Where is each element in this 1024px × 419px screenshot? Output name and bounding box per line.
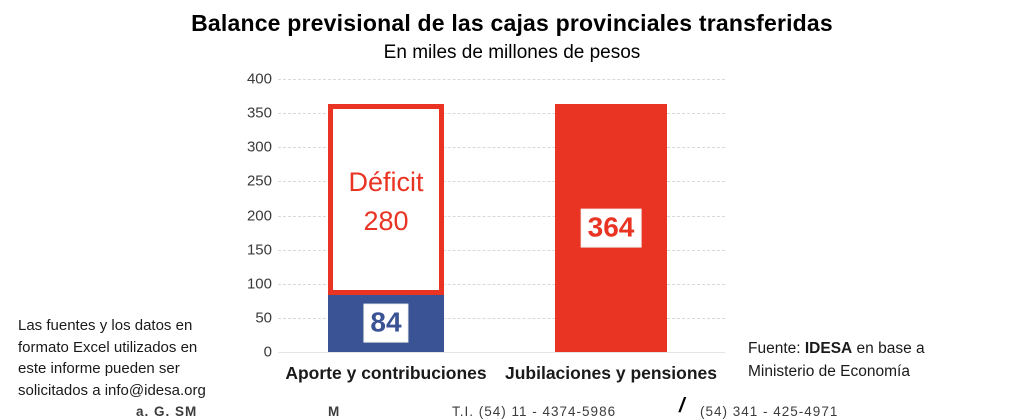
chart-subtitle: En miles de millones de pesos (383, 42, 641, 63)
x-axis-label-jubilaciones-y-pensiones: Jubilaciones y pensiones (504, 363, 718, 383)
y-tick-label-150: 150 (246, 241, 272, 259)
gridline-300 (278, 147, 725, 149)
source-line-2: Ministerio de Economía (748, 363, 910, 380)
note-line: este informe pueden ser (18, 360, 180, 377)
bar-jubilaciones-y-pensiones: 364 (555, 79, 667, 352)
note-line: Las fuentes y los datos en (18, 317, 193, 334)
source-brand: IDESA (804, 340, 853, 357)
footer-cutoff-fragment: a. G. SM (136, 404, 198, 419)
deficit-label-line: Déficit (348, 167, 424, 198)
y-tick-label-250: 250 (246, 172, 272, 190)
bar-chart-plot-area: 84 Déficit 280 364 (278, 79, 725, 353)
gridline-250 (278, 181, 725, 183)
chart-title: Balance previsional de las cajas provinc… (191, 10, 833, 36)
bar-segment-deficit: Déficit 280 (328, 103, 444, 295)
y-tick-label-300: 300 (246, 138, 272, 156)
y-tick-label-0: 0 (263, 343, 272, 361)
footer-cutoff-fragment: T.I. (54) 11 - 4374-5986 (452, 404, 617, 419)
gridline-0 (278, 352, 725, 353)
y-tick-label-100: 100 (246, 275, 272, 293)
y-tick-label-200: 200 (246, 207, 272, 224)
bar-segment-jubilaciones-y-pensiones: 364 (555, 103, 667, 352)
gridline-200 (278, 215, 725, 217)
footer-cutoff-fragment: M (328, 404, 341, 419)
deficit-label-line: 280 (363, 206, 409, 237)
value-label-jubilaciones-y-pensiones: 364 (581, 209, 641, 247)
bar-aporte-y-contribuciones: 84 Déficit 280 (328, 79, 444, 352)
gridline-50 (278, 317, 725, 319)
bar-segment-aportes-y-contribuciones: 84 (328, 294, 444, 352)
gridline-350 (278, 113, 725, 115)
y-tick-label-350: 350 (246, 104, 272, 122)
footer-cutoff-fragment: (54) 341 - 425-4971 (700, 404, 839, 419)
footer-cutoff-fragment: / (679, 395, 686, 417)
value-label-aportes-y-contribuciones: 84 (364, 304, 408, 342)
gridline-100 (278, 283, 725, 285)
data-availability-note: Las fuentes y los datos en formato Excel… (18, 315, 228, 401)
gridline-400 (278, 79, 725, 80)
chart-header: Balance previsional de las cajas provinc… (7, 10, 1017, 64)
gridline-150 (278, 249, 725, 251)
note-line: solicitados a info@idesa.org (18, 381, 206, 399)
y-tick-label-50: 50 (255, 309, 272, 327)
note-line: formato Excel utilizados en (18, 338, 198, 356)
source-attribution: Fuente: IDESA en base a Ministerio de Ec… (748, 337, 978, 383)
x-axis-label-aporte-y-contribuciones: Aporte y contribuciones (285, 363, 487, 383)
source-line-1: Fuente: IDESA en base a (748, 340, 925, 357)
deficit-label: Déficit 280 (348, 163, 423, 241)
y-tick-label-400: 400 (246, 70, 272, 88)
